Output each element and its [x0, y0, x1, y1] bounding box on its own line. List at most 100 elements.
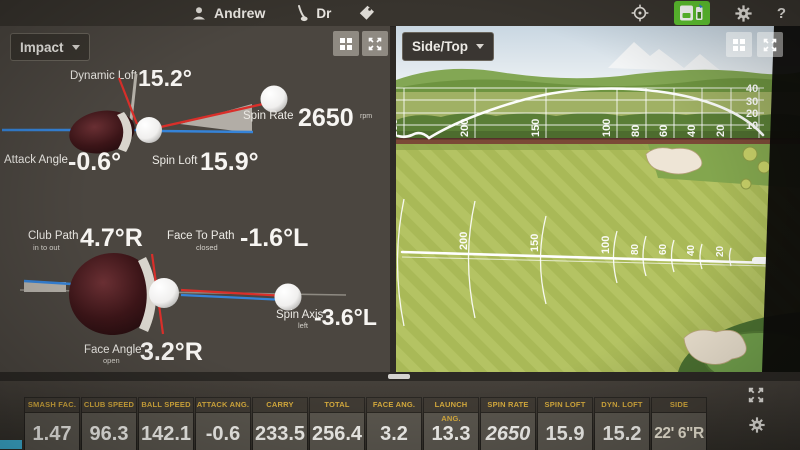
impact-expand-button[interactable] [362, 31, 388, 56]
golf-ball-impact-top [149, 278, 179, 308]
face-to-path-sub: closed [196, 243, 218, 252]
attack-angle-label: Attack Angle [4, 154, 68, 166]
svg-text:150: 150 [530, 119, 542, 137]
table-expand-button[interactable] [748, 387, 764, 408]
metric-tile: SIDE 22' 6"R [652, 398, 706, 450]
attack-angle-value: -0.6° [68, 148, 121, 176]
spin-rate-label: Spin Rate [243, 110, 294, 122]
grid-icon [340, 37, 352, 50]
top-bar: Andrew Dr [0, 0, 800, 27]
trajectory-view-dropdown[interactable]: Side/Top [402, 32, 494, 61]
spin-loft-value: 15.9° [200, 148, 259, 176]
expand-icon [763, 38, 777, 51]
metric-tile: SPIN RATE 2650 [481, 398, 535, 450]
metric-tile: ATTACK ANG. -0.6 [196, 398, 250, 450]
spin-rate-value: 2650 [298, 104, 354, 132]
bunker-upper [645, 147, 703, 175]
impact-side-view: Dynamic Loft 15.2° Spin Rate 2650 rpm At… [2, 65, 372, 176]
chevron-down-icon [476, 44, 484, 49]
club-path-value: 4.7°R [80, 224, 143, 252]
face-to-path-label: Face To Path [167, 230, 235, 242]
trajectory-path [396, 87, 765, 140]
spin-axis-value: -3.6°L [314, 304, 377, 330]
svg-text:200: 200 [458, 232, 470, 250]
svg-text:40: 40 [686, 125, 698, 137]
golf-ball-impact [136, 117, 162, 143]
impact-layout-grid-button[interactable] [333, 31, 359, 56]
face-to-path-value: -1.6°L [240, 224, 308, 252]
bunker-greenside [683, 329, 747, 365]
face-angle-label: Face Angle [84, 344, 142, 356]
metric-tile: DYN. LOFT 15.2 [595, 398, 649, 450]
player-selector[interactable]: Andrew [192, 5, 265, 21]
scrollbar-thumb[interactable] [388, 374, 410, 379]
driver-head-top [69, 252, 157, 336]
top-view-arcs [396, 198, 732, 327]
metric-tile: BALL SPEED 142.1 [139, 398, 193, 450]
radar-device-icon [679, 4, 703, 21]
svg-text:30: 30 [746, 96, 758, 108]
player-name: Andrew [214, 5, 266, 21]
spin-axis-label: Spin Axis [276, 309, 324, 321]
trajectory-view-label: Side/Top [412, 39, 468, 54]
face-angle-value: 3.2°R [140, 338, 203, 366]
help-button[interactable]: ? [776, 4, 786, 22]
svg-text:20: 20 [746, 108, 758, 120]
svg-text:40: 40 [746, 83, 758, 95]
side-view-grid [396, 87, 764, 138]
impact-view-dropdown[interactable]: Impact [10, 33, 90, 61]
device-status-button[interactable] [673, 1, 710, 25]
svg-text:250: 250 [396, 119, 400, 137]
club-selector[interactable]: Dr [295, 4, 332, 22]
club-face-side [117, 112, 133, 152]
club-path-label: Club Path [28, 230, 79, 242]
svg-text:150: 150 [529, 234, 541, 252]
club-face-top [138, 257, 157, 332]
trajectory-panel: 250 200 150 100 80 60 40 20 40 30 20 10 [396, 26, 800, 372]
trajectory-expand-button[interactable] [757, 32, 783, 57]
table-settings-button[interactable] [749, 417, 765, 438]
launch-line [155, 102, 264, 130]
path-direction-line [180, 293, 287, 302]
dynamic-loft-label: Dynamic Loft [70, 70, 138, 82]
screen-edge [762, 26, 800, 372]
person-icon [193, 7, 205, 20]
svg-text:80: 80 [630, 125, 642, 137]
svg-text:200: 200 [459, 119, 471, 137]
shot-line-top [400, 250, 770, 265]
bushes [740, 146, 771, 190]
svg-text:60: 60 [658, 243, 669, 255]
top-bar-actions: ? [631, 1, 786, 25]
attack-line-right [157, 129, 254, 134]
horizontal-scrollbar[interactable] [0, 372, 800, 381]
metric-tile: TOTAL 256.4 [310, 398, 364, 450]
side-distance-labels: 250 200 150 100 80 60 40 20 [396, 119, 727, 137]
driver-head-side [69, 110, 135, 154]
tag-button[interactable] [359, 5, 375, 21]
spin-axis-sub: left [298, 321, 309, 330]
club-path-sub: in to out [33, 243, 61, 252]
metric-tile: CARRY 233.5 [253, 398, 307, 450]
svg-text:60: 60 [658, 125, 670, 137]
tag-icon [360, 5, 375, 20]
top-distance-labels: 250 200 150 100 80 60 40 20 [396, 231, 726, 257]
golf-ball-launch [260, 85, 288, 113]
golf-club-icon [298, 4, 308, 21]
metric-tile: SPIN LOFT 15.9 [538, 398, 592, 450]
taskbar-fragment [0, 440, 22, 449]
mountain [608, 42, 722, 72]
spin-rate-unit: rpm [360, 113, 372, 120]
svg-text:20: 20 [715, 125, 727, 137]
shot-data-tiles: SMASH FAC. 1.47 CLUB SPEED 96.3 BALL SPE… [25, 398, 706, 450]
impact-panel: Impact [0, 26, 390, 372]
trajectory-layout-grid-button[interactable] [726, 32, 752, 57]
settings-gear-icon[interactable] [735, 4, 752, 22]
club-name: Dr [316, 5, 332, 21]
svg-text:40: 40 [686, 244, 697, 256]
metric-tile: SMASH FAC. 1.47 [25, 398, 79, 450]
path-marker [24, 282, 66, 292]
tracking-target-icon[interactable] [631, 4, 649, 22]
tee-marker [752, 257, 768, 264]
svg-text:100: 100 [600, 236, 612, 254]
